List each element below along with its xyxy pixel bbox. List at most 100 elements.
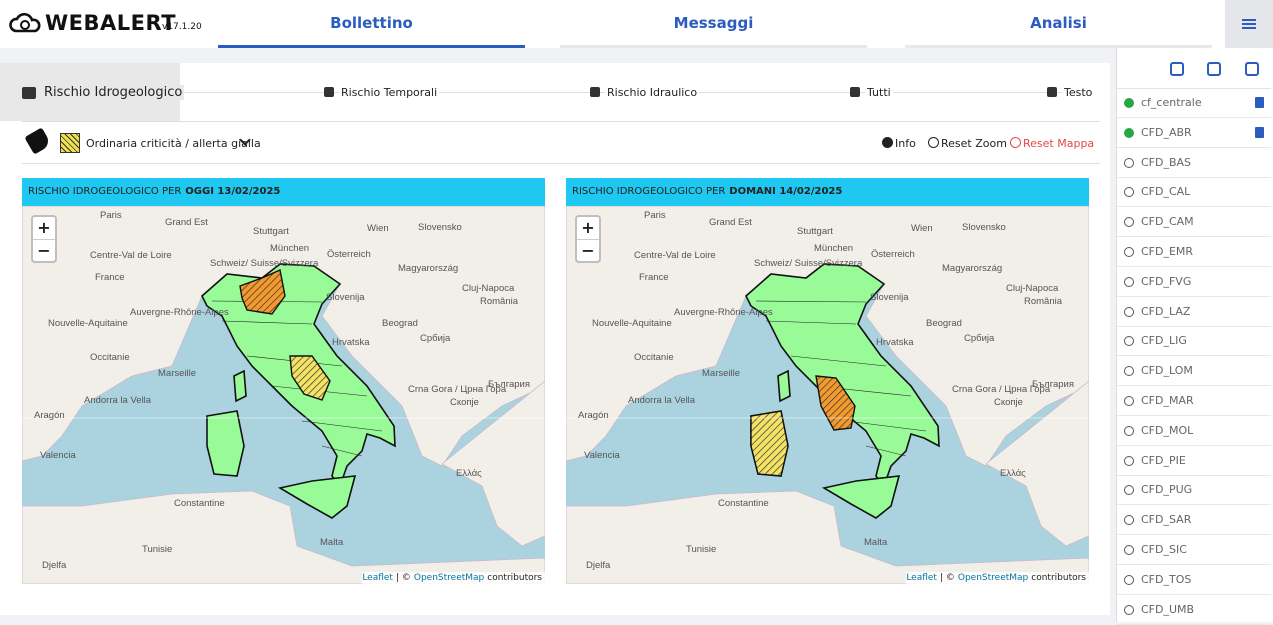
sidebar-line	[1117, 355, 1271, 357]
map-label: Centre-Val de Loire	[90, 250, 172, 261]
sidebar-action[interactable]	[1170, 62, 1184, 76]
risk-tab-icon	[590, 87, 600, 97]
map-label: България	[1032, 379, 1074, 390]
attribution-part[interactable]: Leaflet	[906, 573, 937, 583]
map[interactable]: Paris Stuttgart München Slovensko Grand Est Ö…	[22, 206, 545, 584]
attribution-part[interactable]: OpenStreetMap	[957, 573, 1029, 583]
checkbox[interactable]	[1124, 98, 1134, 108]
checkbox[interactable]	[1124, 366, 1134, 377]
map-label: Beograd	[926, 318, 962, 329]
station-label[interactable]: CFD_LAZ	[1141, 304, 1191, 318]
risk-tab-icon	[324, 87, 334, 97]
checkbox[interactable]	[1124, 455, 1134, 466]
pdf-icon[interactable]	[1255, 126, 1264, 138]
zoom-button[interactable]: −	[581, 241, 595, 260]
sidebar-line	[1117, 534, 1271, 536]
station-label[interactable]: CFD_SIC	[1141, 543, 1187, 556]
checkbox[interactable]	[1124, 545, 1134, 555]
region-area	[206, 410, 245, 477]
checkbox[interactable]	[1124, 425, 1134, 436]
sidebar-line	[1117, 266, 1271, 267]
map-label: Hrvatska	[332, 337, 370, 348]
map-label: Tunisie	[142, 544, 172, 555]
risk-tab[interactable]: Tutti	[865, 86, 893, 99]
menu-button[interactable]	[1225, 0, 1273, 48]
station-label[interactable]: CFD_UMB	[1141, 602, 1195, 616]
map-label: Andorra la Vella	[628, 395, 696, 406]
toolbar-button[interactable]: Reset Zoom	[941, 137, 1007, 150]
checkbox[interactable]	[1124, 485, 1134, 496]
map-label: Schweiz/ Suisse/Svizzera	[210, 258, 319, 269]
map-label: Србија	[964, 333, 995, 344]
nav-tab[interactable]: Messaggi	[560, 0, 867, 48]
checkbox[interactable]	[1124, 247, 1134, 257]
nav-tab[interactable]: Analisi	[905, 0, 1212, 48]
checkbox[interactable]	[1124, 127, 1134, 138]
station-label[interactable]: CFD_TOS	[1141, 572, 1192, 586]
checkbox[interactable]	[1124, 157, 1134, 168]
alert-area	[750, 410, 789, 477]
station-label[interactable]: CFD_EMR	[1141, 245, 1194, 258]
station-label[interactable]: CFD_ABR	[1141, 125, 1192, 139]
station-label[interactable]: CFD_BAS	[1141, 155, 1192, 169]
map-title-prefix: RISCHIO IDROGEOLOGICO PER	[572, 186, 726, 197]
checkbox[interactable]	[1124, 574, 1134, 585]
zoom-button[interactable]: +	[577, 217, 599, 240]
map-label: Andorra la Vella	[84, 395, 152, 406]
station-label[interactable]: CFD_CAM	[1141, 215, 1194, 229]
risk-tab[interactable]: Rischio Idraulico	[605, 86, 700, 99]
region-area	[777, 369, 791, 403]
map-label: Grand Est	[165, 217, 208, 228]
region-area	[277, 475, 357, 519]
risk-tab[interactable]: Testo	[1062, 86, 1095, 99]
station-label[interactable]: CFD_CAL	[1141, 185, 1191, 199]
station-label[interactable]: CFD_LIG	[1141, 334, 1187, 348]
nav-tab-label[interactable]: Messaggi	[673, 14, 754, 32]
pdf-icon[interactable]	[1255, 97, 1264, 108]
map-label: Valencia	[40, 450, 76, 461]
region-border	[321, 445, 363, 457]
toolbar-button[interactable]: Info	[895, 137, 916, 150]
checkbox[interactable]	[1124, 187, 1134, 198]
nav-tab[interactable]: Bollettino	[218, 0, 525, 48]
checkbox[interactable]	[1124, 515, 1134, 526]
attribution-part[interactable]: OpenStreetMap	[413, 573, 485, 583]
map-label: Nouvelle-Aquitaine	[592, 318, 672, 329]
attribution-part[interactable]: Leaflet	[362, 573, 393, 583]
checkbox[interactable]	[1124, 604, 1134, 615]
menu-line	[1242, 27, 1256, 29]
station-label[interactable]: CFD_PIE	[1141, 453, 1186, 467]
checkbox[interactable]	[1124, 276, 1134, 287]
checkbox[interactable]	[1124, 336, 1134, 347]
risk-tab[interactable]: Rischio Temporali	[339, 86, 440, 99]
nav-tab-label[interactable]: Analisi	[1030, 14, 1087, 32]
map-label: Auvergne-Rhône-Alpes	[130, 307, 229, 318]
risk-tab-icon	[22, 87, 36, 99]
station-label[interactable]: CFD_MOL	[1141, 423, 1194, 437]
sidebar-action[interactable]	[1207, 62, 1221, 76]
station-label[interactable]: CFD_LOM	[1141, 364, 1193, 378]
risk-tab-icon	[850, 87, 860, 97]
risk-tab-icon	[1047, 87, 1057, 97]
station-label[interactable]: CFD_MAR	[1141, 394, 1194, 407]
map[interactable]: Paris Stuttgart München Slovensko Grand Est Ö…	[566, 206, 1089, 584]
station-label[interactable]: cf_centrale	[1141, 96, 1202, 109]
region-border	[790, 355, 887, 367]
station-label[interactable]: CFD_SAR	[1141, 513, 1192, 527]
region-area	[745, 263, 940, 488]
zoom-control: + −	[31, 215, 57, 263]
toolbar-button[interactable]: Reset Mappa	[1023, 137, 1095, 150]
sidebar-action[interactable]	[1245, 62, 1259, 76]
legend-label[interactable]: Ordinaria criticità / allerta gialla	[86, 137, 261, 150]
nav-tab-label[interactable]: Bollettino	[330, 14, 413, 32]
station-label[interactable]: CFD_PUG	[1141, 483, 1193, 497]
checkbox[interactable]	[1124, 396, 1134, 406]
map-label: Auvergne-Rhône-Alpes	[674, 307, 773, 318]
checkbox[interactable]	[1124, 217, 1134, 228]
risk-tab[interactable]: Rischio Idrogeologico	[42, 85, 185, 100]
zoom-button[interactable]: −	[37, 241, 51, 260]
checkbox[interactable]	[1124, 306, 1134, 317]
station-label[interactable]: CFD_FVG	[1141, 274, 1192, 288]
zoom-button[interactable]: +	[33, 217, 55, 240]
